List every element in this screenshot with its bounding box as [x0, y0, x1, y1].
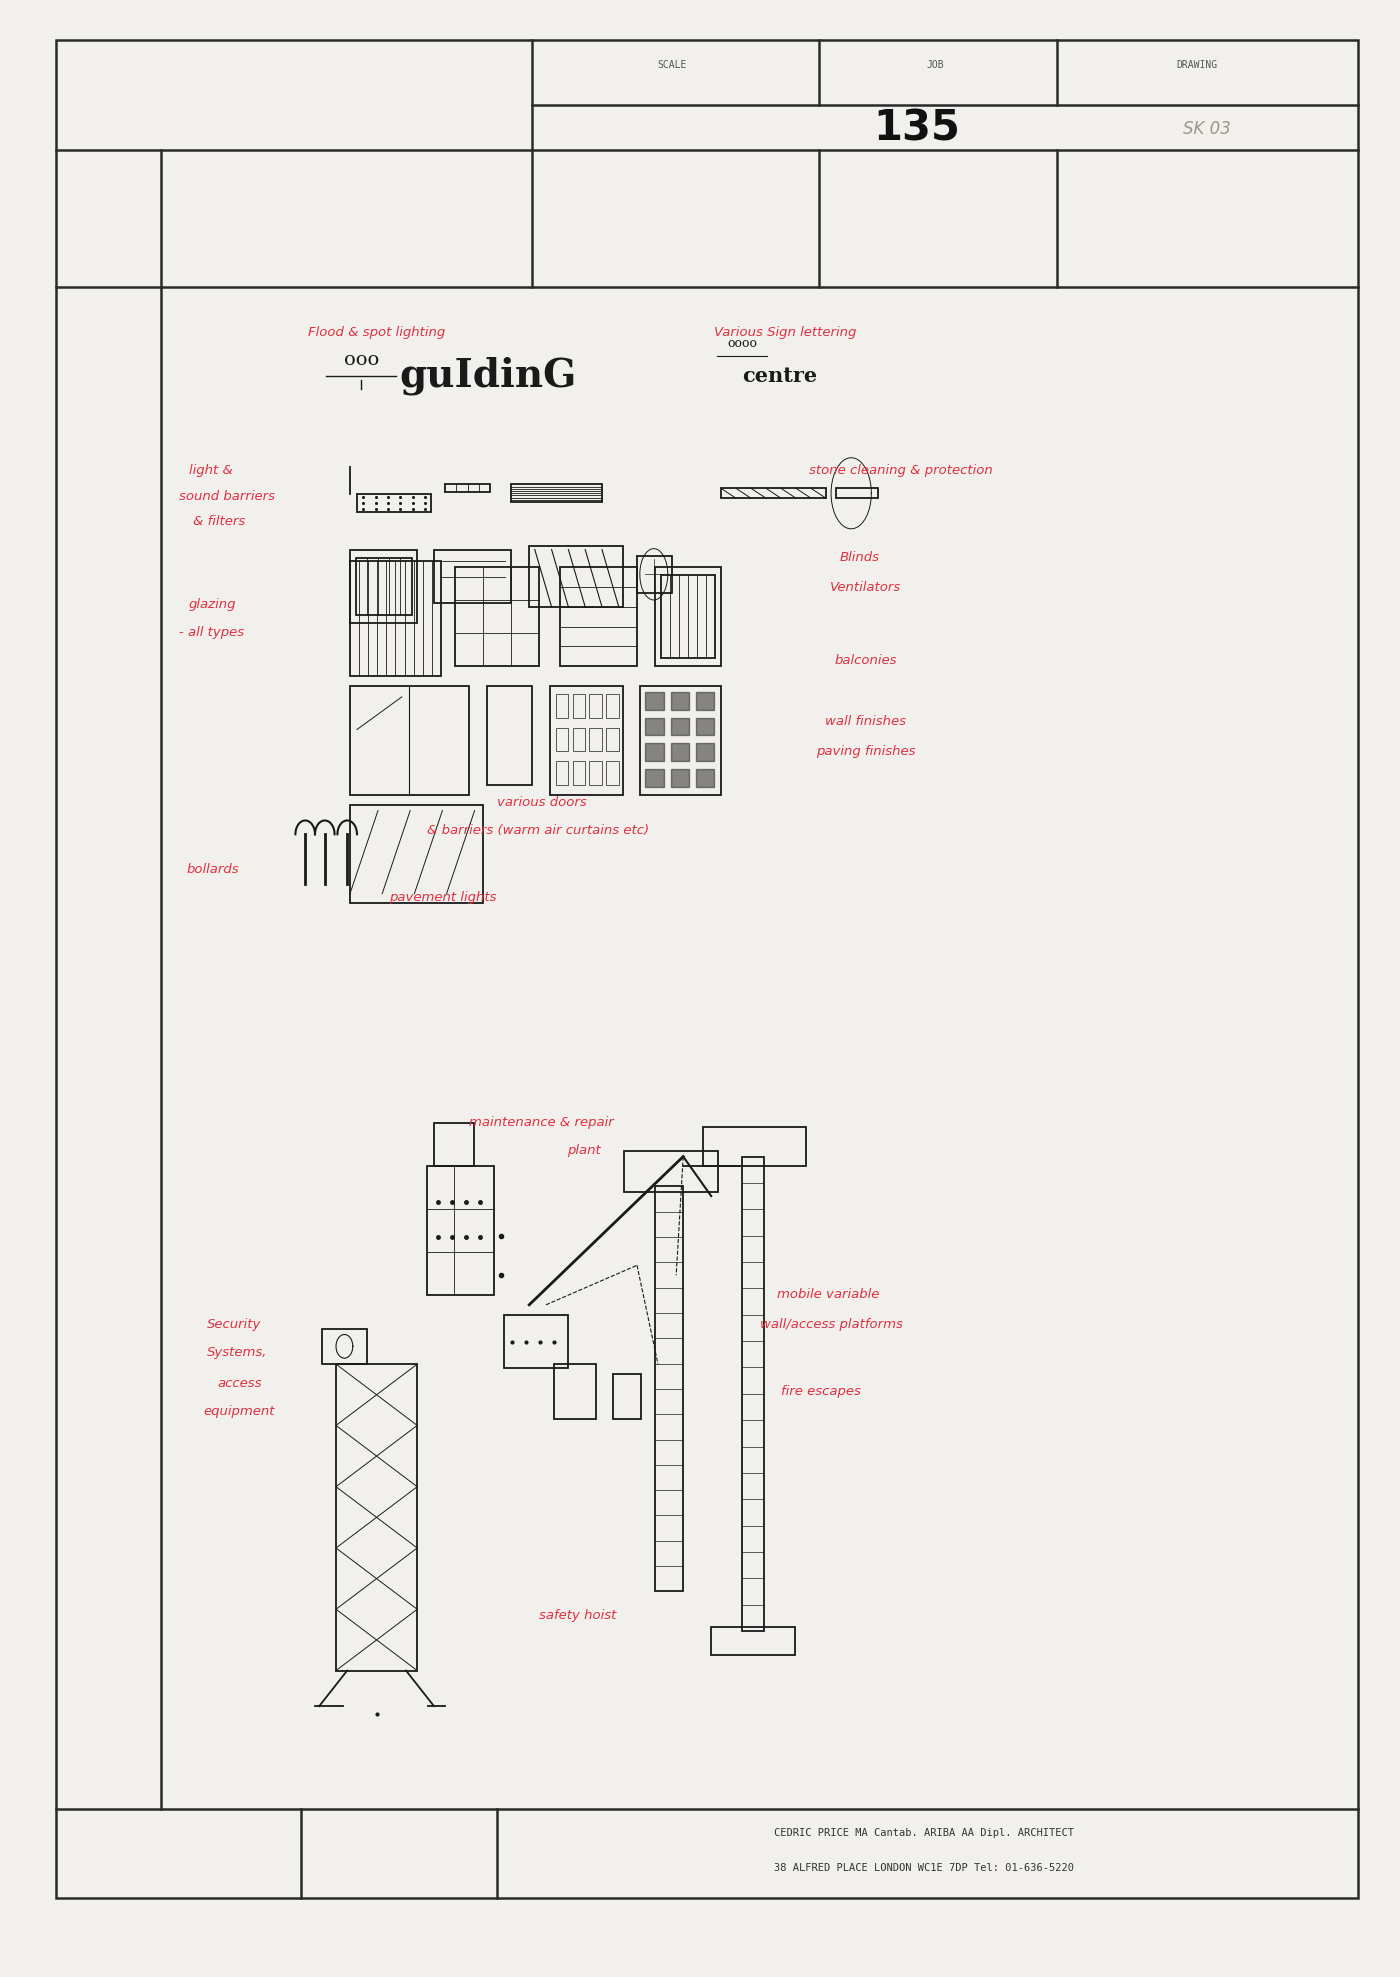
Bar: [556, 728, 568, 751]
Bar: [573, 761, 585, 785]
Text: SCALE: SCALE: [658, 59, 686, 71]
Text: Various Sign lettering: Various Sign lettering: [714, 326, 857, 338]
Bar: [589, 761, 602, 785]
Bar: [721, 488, 826, 498]
Text: SK 03: SK 03: [1183, 119, 1231, 138]
Text: mobile variable: mobile variable: [777, 1289, 879, 1301]
Text: JOB: JOB: [927, 59, 944, 71]
Text: Systems,: Systems,: [207, 1346, 267, 1358]
Bar: [556, 761, 568, 785]
Bar: [434, 1123, 475, 1166]
Bar: [589, 694, 602, 718]
Bar: [573, 694, 585, 718]
Text: Security: Security: [207, 1319, 262, 1331]
Bar: [350, 550, 417, 623]
Text: balconies: balconies: [834, 654, 897, 666]
Bar: [836, 488, 878, 498]
Text: Blinds: Blinds: [840, 552, 881, 563]
Bar: [529, 546, 623, 607]
Bar: [606, 761, 619, 785]
Bar: [640, 686, 721, 795]
Text: centre: centre: [742, 366, 818, 386]
Bar: [655, 567, 721, 666]
Text: pavement lights: pavement lights: [389, 892, 497, 903]
Bar: [356, 558, 412, 615]
Text: DRAWING: DRAWING: [1176, 59, 1218, 71]
Bar: [357, 494, 431, 512]
Text: CEDRIC PRICE MA Cantab. ARIBA AA Dipl. ARCHITECT: CEDRIC PRICE MA Cantab. ARIBA AA Dipl. A…: [774, 1827, 1074, 1839]
Bar: [711, 1627, 795, 1655]
Text: Flood & spot lighting: Flood & spot lighting: [308, 326, 445, 338]
Text: ooo: ooo: [343, 350, 379, 370]
Bar: [556, 694, 568, 718]
Bar: [624, 1151, 718, 1192]
Bar: [560, 567, 637, 666]
Bar: [487, 686, 532, 785]
Text: Ventilators: Ventilators: [830, 581, 902, 593]
Bar: [455, 567, 539, 666]
Bar: [350, 805, 483, 903]
Bar: [655, 1186, 683, 1591]
Text: oooo: oooo: [727, 338, 757, 350]
Text: & barriers (warm air curtains etc): & barriers (warm air curtains etc): [427, 824, 650, 836]
Text: paving finishes: paving finishes: [816, 745, 916, 757]
Text: fire escapes: fire escapes: [781, 1386, 861, 1398]
Text: 135: 135: [874, 107, 960, 150]
Text: stone cleaning & protection: stone cleaning & protection: [809, 465, 993, 476]
Bar: [742, 1157, 764, 1631]
Bar: [606, 728, 619, 751]
Bar: [703, 1127, 806, 1166]
Text: wall finishes: wall finishes: [825, 716, 906, 728]
Bar: [550, 686, 623, 795]
Text: bollards: bollards: [186, 864, 239, 876]
Text: plant: plant: [567, 1145, 601, 1157]
Bar: [350, 686, 469, 795]
Bar: [613, 1374, 641, 1419]
Text: wall/access platforms: wall/access platforms: [760, 1319, 903, 1331]
Bar: [504, 1315, 568, 1368]
Text: various doors: various doors: [497, 797, 587, 809]
Text: equipment: equipment: [203, 1406, 274, 1418]
Bar: [434, 550, 511, 603]
Text: - all types: - all types: [179, 627, 245, 639]
Bar: [322, 1329, 367, 1364]
Bar: [445, 484, 490, 492]
Text: 38 ALFRED PLACE LONDON WC1E 7DP Tel: 01-636-5220: 38 ALFRED PLACE LONDON WC1E 7DP Tel: 01-…: [774, 1862, 1074, 1874]
Text: glazing: glazing: [189, 599, 237, 611]
Bar: [427, 1166, 494, 1295]
Bar: [336, 1364, 417, 1671]
Text: guIdinG: guIdinG: [399, 356, 577, 395]
Text: light &: light &: [189, 465, 232, 476]
Text: sound barriers: sound barriers: [179, 490, 276, 502]
Bar: [350, 561, 441, 676]
Text: maintenance & repair: maintenance & repair: [469, 1117, 613, 1129]
Text: safety hoist: safety hoist: [539, 1609, 616, 1621]
Bar: [511, 484, 602, 502]
Bar: [554, 1364, 596, 1419]
Text: & filters: & filters: [193, 516, 245, 528]
Bar: [589, 728, 602, 751]
Bar: [637, 556, 672, 593]
Bar: [606, 694, 619, 718]
Text: access: access: [217, 1378, 262, 1390]
Bar: [661, 575, 715, 658]
Bar: [573, 728, 585, 751]
